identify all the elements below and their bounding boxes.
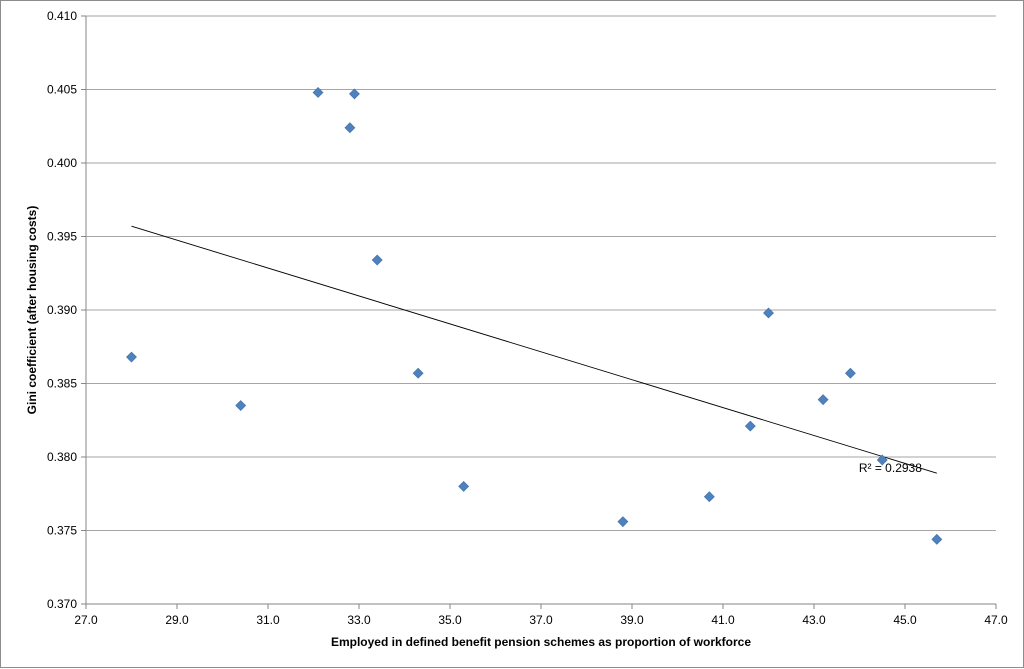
y-tick-label: 0.405 [47,83,77,97]
x-tick-label: 33.0 [347,613,371,627]
data-point [744,420,756,432]
x-tick-label: 45.0 [893,613,917,627]
data-point [126,351,137,363]
labels: R² = 0.2938 Employed in defined benefit … [25,9,1008,649]
x-tick-label: 43.0 [802,613,826,627]
y-tick-label: 0.390 [47,303,77,317]
trendline-group [131,225,937,474]
y-axis-title: Gini coefficient (after housing costs) [25,206,39,415]
data-point [617,516,629,528]
x-tick-label: 35.0 [438,613,462,627]
data-point [312,87,324,98]
x-tick-label: 47.0 [984,613,1008,627]
data-point [371,254,383,266]
data-point [344,122,356,134]
y-tick-label: 0.410 [47,9,77,23]
y-tick-label: 0.385 [47,377,77,391]
x-tick-label: 31.0 [256,613,280,627]
data-point [844,367,856,379]
data-point [817,394,829,406]
y-tick-label: 0.375 [47,524,77,538]
x-axis-title: Employed in defined benefit pension sche… [331,635,751,649]
x-tick-label: 27.0 [74,613,98,627]
data-points [126,87,943,545]
data-point [876,454,888,466]
y-tick-label: 0.400 [47,156,77,170]
data-point [235,400,247,411]
y-tick-label: 0.380 [47,450,77,464]
x-tick-label: 37.0 [529,613,553,627]
data-point [931,533,943,545]
x-tick-label: 41.0 [711,613,735,627]
data-point [763,307,774,319]
y-tick-label: 0.370 [47,597,77,611]
r-squared-annotation: R² = 0.2938 [859,461,922,475]
data-point [412,367,424,379]
x-tick-label: 29.0 [165,613,189,627]
axes [81,15,997,609]
trendline [131,225,937,474]
x-tick-label: 39.0 [620,613,644,627]
data-point [349,88,360,100]
grid-lines [86,15,996,605]
data-point [703,491,715,503]
y-tick-label: 0.395 [47,230,77,244]
data-point [458,480,470,492]
